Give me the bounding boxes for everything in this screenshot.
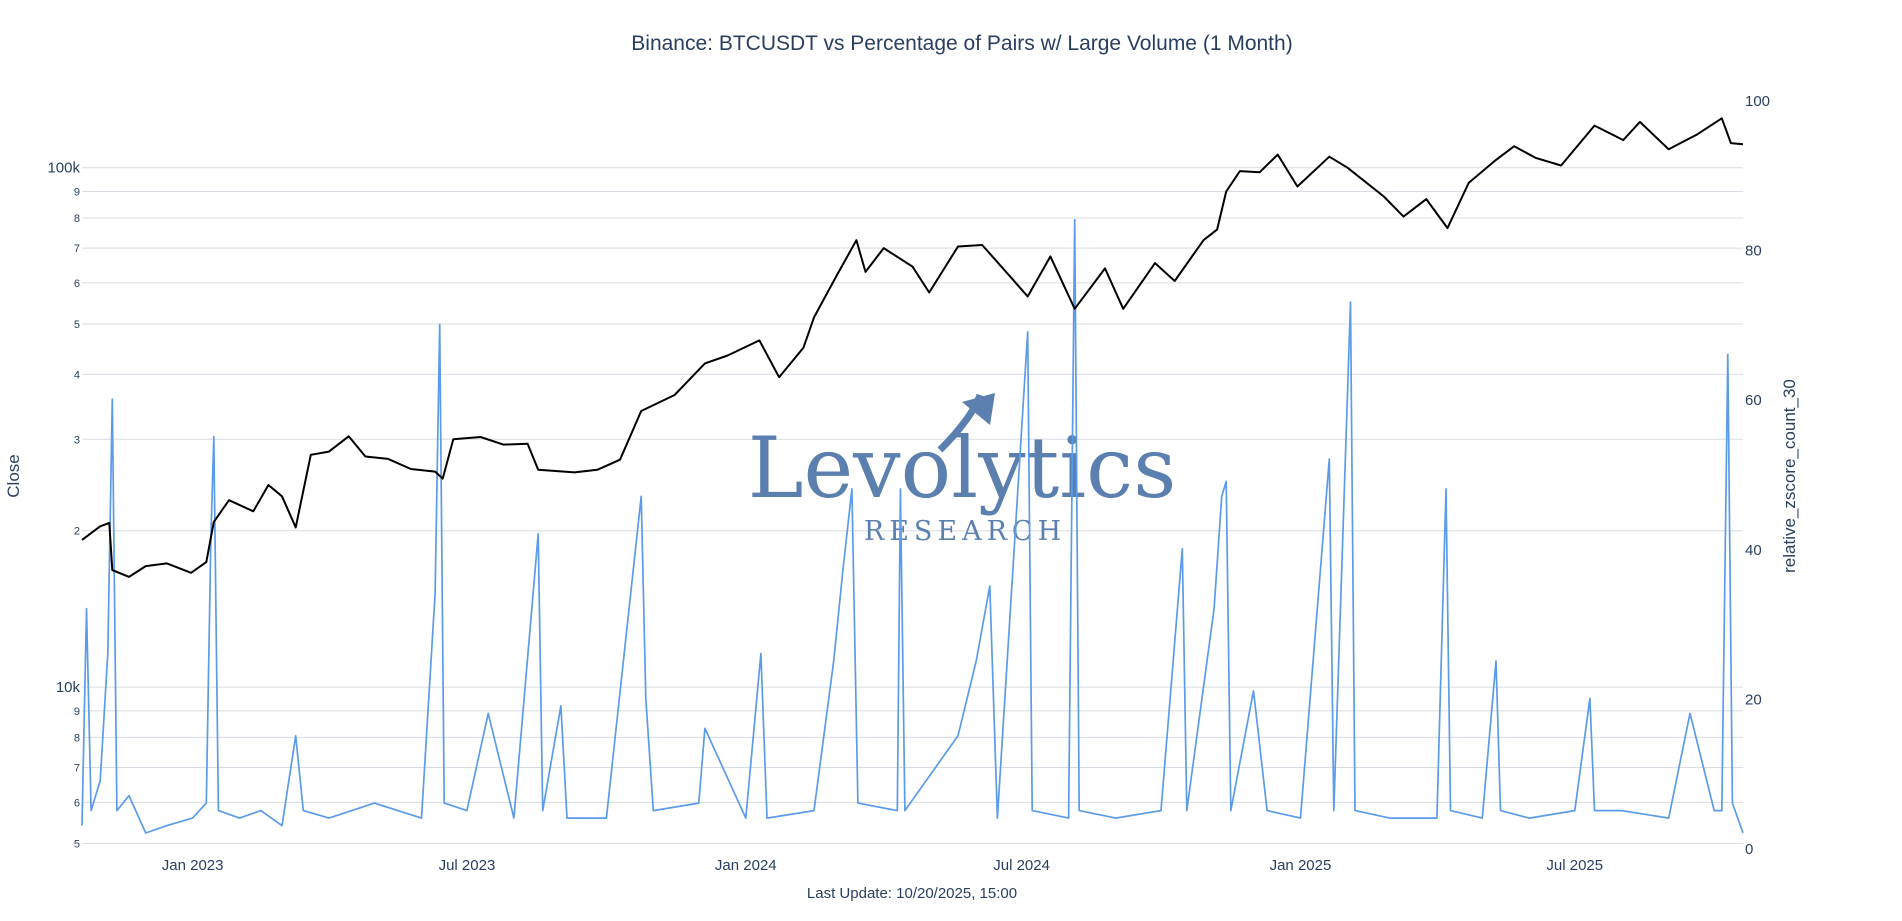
y-right-tick-0: 0 — [1745, 841, 1753, 858]
y-left-tick-0: 5 — [74, 838, 80, 850]
x-tick-1: Jul 2023 — [439, 857, 496, 874]
series-line-0 — [81, 117, 1744, 578]
y-left-tick-5: 10k — [56, 679, 81, 696]
y-left-tick-14: 100k — [47, 160, 80, 177]
series-line-1 — [81, 218, 1744, 834]
x-tick-5: Jul 2025 — [1546, 857, 1603, 874]
watermark-sub: RESEARCH — [864, 516, 1066, 547]
right-axis-title: relative_zscore_count_30 — [1780, 379, 1799, 573]
y-left-tick-2: 7 — [74, 763, 80, 775]
y-left-tick-1: 6 — [74, 797, 80, 809]
x-tick-0: Jan 2023 — [162, 857, 224, 874]
watermark-main: Levolytics — [748, 419, 1177, 517]
x-tick-2: Jan 2024 — [715, 857, 777, 874]
y-left-tick-8: 4 — [74, 369, 80, 381]
y-left-tick-13: 9 — [74, 186, 80, 198]
last-update-footer: Last Update: 10/20/2025, 15:00 — [807, 885, 1017, 902]
grid-lines — [82, 167, 1743, 844]
y-left-tick-4: 9 — [74, 706, 80, 718]
y-right-tick-3: 60 — [1745, 392, 1762, 409]
x-tick-4: Jan 2025 — [1270, 857, 1332, 874]
y-left-tick-6: 2 — [74, 526, 80, 538]
left-axis-title: Close — [4, 454, 23, 497]
y-left-tick-3: 8 — [74, 732, 80, 744]
y-right-tick-2: 40 — [1745, 542, 1762, 559]
left-axis-ticks: 5 6 7 8 9 10k 2 3 4 5 6 7 8 9 100k — [47, 160, 80, 851]
watermark: Levolytics RESEARCH — [748, 393, 1177, 547]
series-group — [81, 117, 1744, 834]
right-axis-ticks: 0 20 40 60 80 100 — [1745, 93, 1770, 858]
y-right-tick-4: 80 — [1745, 243, 1762, 260]
y-left-tick-9: 5 — [74, 319, 80, 331]
y-left-tick-10: 6 — [74, 278, 80, 290]
chart-title: Binance: BTCUSDT vs Percentage of Pairs … — [631, 32, 1292, 55]
x-tick-3: Jul 2024 — [993, 857, 1050, 874]
watermark-arrowhead-icon — [962, 393, 995, 425]
y-left-tick-7: 3 — [74, 434, 80, 446]
y-right-tick-5: 100 — [1745, 93, 1770, 110]
y-left-tick-12: 8 — [74, 213, 80, 225]
y-left-tick-11: 7 — [74, 243, 80, 255]
x-axis-ticks: Jan 2023 Jul 2023 Jan 2024 Jul 2024 Jan 2025… — [162, 857, 1603, 874]
y-right-tick-1: 20 — [1745, 691, 1762, 708]
